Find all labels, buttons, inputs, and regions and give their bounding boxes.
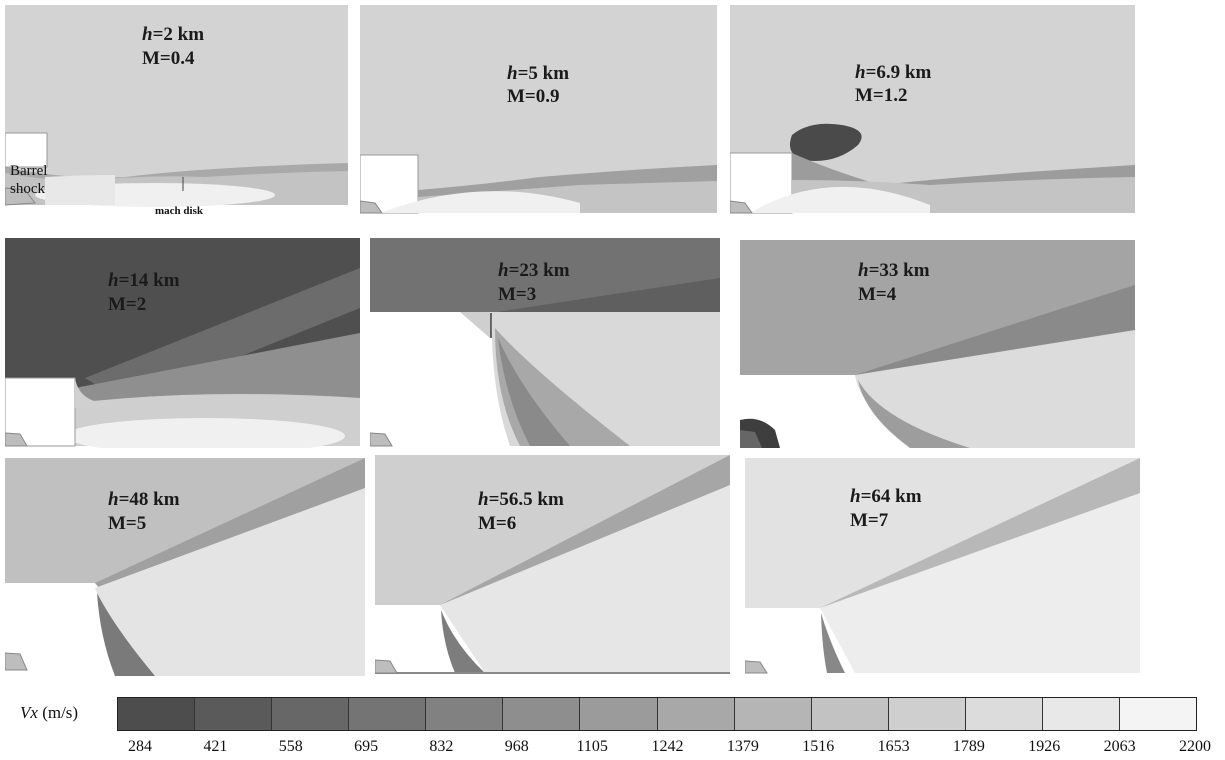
- colorbar-tick-label: 968: [504, 738, 529, 755]
- colorbar-tick-label: 2063: [1103, 738, 1136, 755]
- colorbar-tick-label: 2200: [1179, 738, 1211, 755]
- colorbar-tick-label: 1516: [802, 738, 835, 755]
- colorbar-segment: [195, 698, 273, 730]
- panel-label-h: h=23 km: [498, 260, 570, 281]
- colorbar-segment: [811, 698, 889, 730]
- colorbar-segment: [118, 698, 196, 730]
- panel-label-mach: M=5: [108, 513, 147, 534]
- contour-panel-h56.5: h=56.5 km M=6: [375, 455, 730, 677]
- barrel-shock-label-2: shock: [10, 181, 45, 197]
- colorbar-tick-label: 421: [203, 738, 228, 755]
- panel-label-h: h=48 km: [108, 489, 180, 510]
- colorbar-segment: [888, 698, 966, 730]
- contour-panel-h5: h=5 km M=0.9: [360, 5, 717, 215]
- flowfield-h2: [5, 5, 348, 207]
- colorbar-segment: [965, 698, 1043, 730]
- colorbar-tick-label: 284: [128, 738, 152, 755]
- contour-panel-h2: h=2 km M=0.4 Barrel shock mach disk: [5, 5, 348, 215]
- flowfield-h14: [5, 238, 360, 448]
- colorbar-segment: [1120, 698, 1197, 730]
- flowfield-h64: [745, 458, 1140, 676]
- panel-label-mach: M=4: [858, 284, 897, 305]
- contour-panel-h48: h=48 km M=5: [5, 458, 365, 678]
- panel-label-mach: M=2: [108, 294, 147, 315]
- flowfield-h56.5: [375, 455, 730, 677]
- panel-label-h: h=14 km: [108, 270, 180, 291]
- contour-panel-h23: h=23 km M=3: [370, 238, 720, 448]
- panel-label-h: h=5 km: [507, 63, 570, 84]
- panel-label-h: h=64 km: [850, 486, 922, 507]
- panel-label-mach: M=0.4: [142, 48, 195, 69]
- colorbar-label: Vx (m/s): [20, 703, 79, 722]
- colorbar-segment: [272, 698, 350, 730]
- panel-label-mach: M=7: [850, 510, 889, 531]
- colorbar-segment: [657, 698, 735, 730]
- panel-label-mach: M=3: [498, 284, 537, 305]
- colorbar-segment: [734, 698, 812, 730]
- panel-label-h: h=33 km: [858, 260, 930, 281]
- flowfield-h23: [370, 238, 720, 447]
- panel-label-h: h=56.5 km: [478, 489, 564, 510]
- colorbar-segment: [349, 698, 427, 730]
- panel-label-h: h=6.9 km: [855, 62, 932, 83]
- colorbar-tick-label: 1242: [651, 738, 684, 755]
- panel-label-h: h=2 km: [142, 24, 205, 45]
- colorbar: [117, 697, 1197, 731]
- colorbar-segment: [580, 698, 658, 730]
- panel-label-mach: M=6: [478, 513, 517, 534]
- colorbar-segment: [426, 698, 504, 730]
- colorbar-tick-label: 1926: [1028, 738, 1061, 755]
- contour-panel-h64: h=64 km M=7: [745, 458, 1140, 676]
- flowfield-h6.9: [730, 5, 1135, 214]
- flowfield-h5: [360, 5, 717, 214]
- flowfield-h33: [740, 240, 1135, 448]
- contour-panel-h14: h=14 km M=2: [5, 238, 360, 448]
- flowfield-h48: [5, 458, 365, 676]
- panel-label-mach: M=1.2: [855, 85, 908, 106]
- panel-label-mach: M=0.9: [507, 86, 560, 107]
- colorbar-tick-label: 1789: [952, 738, 985, 755]
- colorbar-segment: [1042, 698, 1121, 730]
- barrel-shock-label: Barrel: [10, 163, 48, 179]
- mach-disk-label: mach disk: [155, 205, 203, 215]
- colorbar-tick-label: 558: [278, 738, 303, 755]
- colorbar-tick-label: 1379: [726, 738, 759, 755]
- contour-panel-h6.9: h=6.9 km M=1.2: [730, 5, 1135, 215]
- contour-panel-h33: h=33 km M=4: [740, 240, 1135, 448]
- colorbar-tick-label: 1105: [576, 738, 608, 755]
- colorbar-segment: [503, 698, 581, 730]
- colorbar-tick-label: 1653: [877, 738, 910, 755]
- colorbar-tick-label: 832: [429, 738, 454, 755]
- colorbar-tick-label: 695: [354, 738, 379, 755]
